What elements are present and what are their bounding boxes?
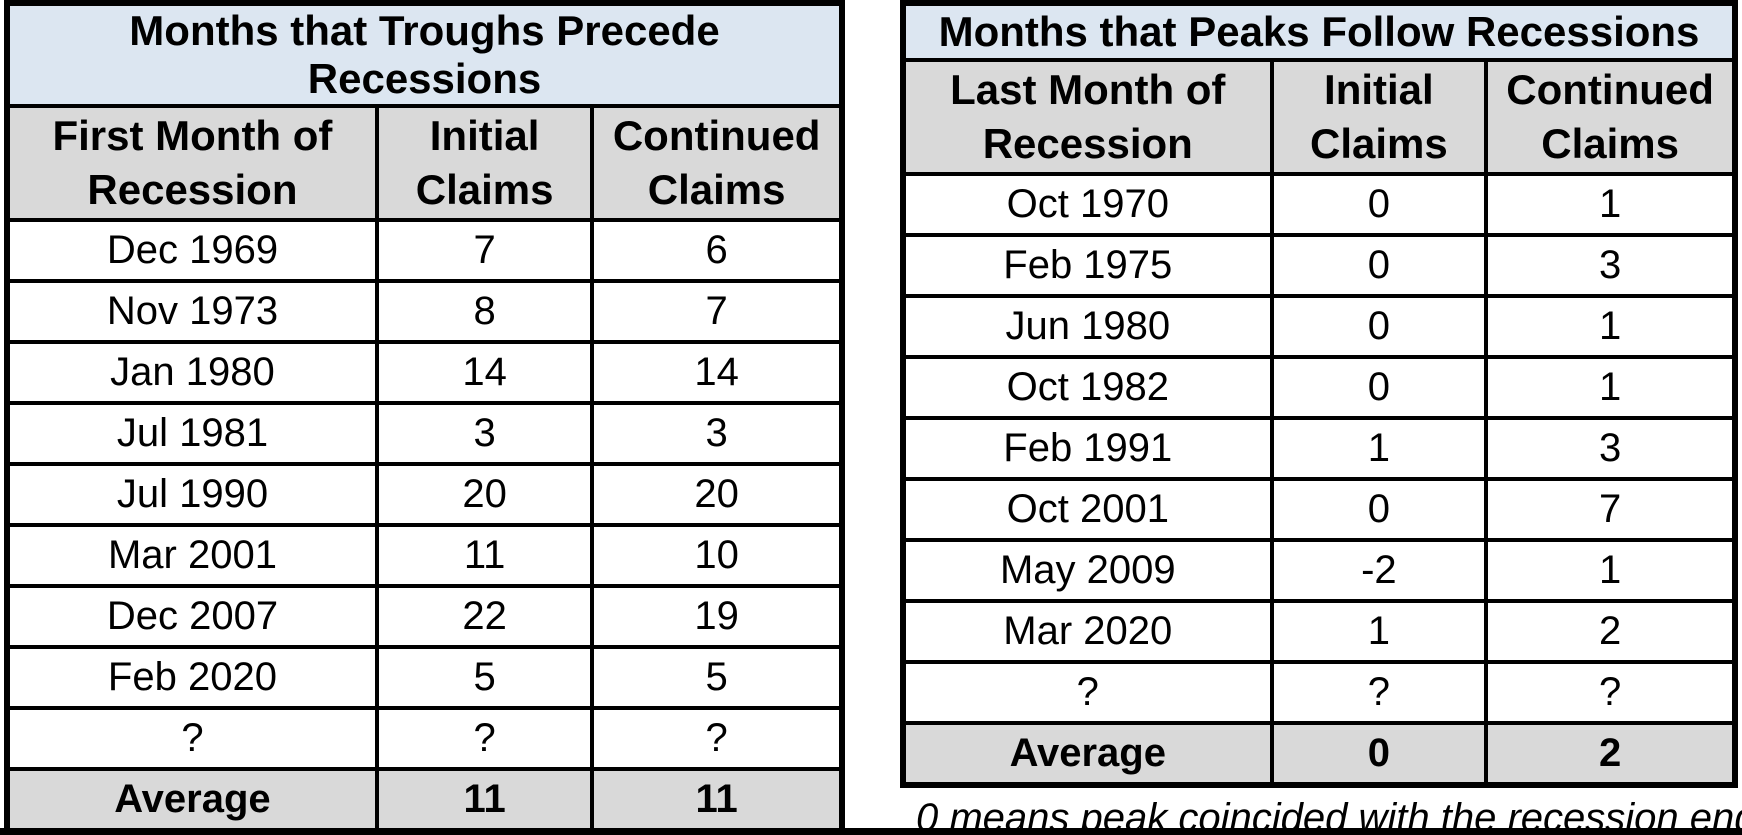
table-title: Months that Troughs Precede Recessions (5, 1, 844, 108)
troughs-table: Months that Troughs Precede Recessions F… (4, 0, 845, 834)
table-row: Dec 2007 22 19 (5, 584, 844, 649)
table-row: Oct 1982 0 1 (901, 355, 1737, 420)
month-cell: ? (901, 660, 1274, 725)
table-row: Mar 2001 11 10 (5, 523, 844, 588)
month-cell: Nov 1973 (5, 279, 379, 344)
header-row: First Month of Recession Initial Claims … (5, 104, 844, 222)
initial-claims-cell: 8 (374, 279, 595, 344)
average-label: Average (5, 767, 379, 833)
month-cell: Oct 2001 (901, 477, 1274, 542)
table-row: Jun 1980 0 1 (901, 294, 1737, 359)
table-row: Feb 1975 0 3 (901, 233, 1737, 298)
continued-claims-cell: 6 (590, 218, 844, 283)
month-cell: Mar 2001 (5, 523, 379, 588)
table-row-unknown: ? ? ? (5, 706, 844, 771)
table-row: Oct 1970 0 1 (901, 172, 1737, 237)
table-row: Jul 1981 3 3 (5, 401, 844, 466)
continued-claims-cell: 5 (590, 645, 844, 710)
month-cell: Oct 1982 (901, 355, 1274, 420)
continued-claims-cell: 1 (1484, 172, 1737, 237)
average-continued-claims: 2 (1484, 721, 1737, 787)
table-row-unknown: ? ? ? (901, 660, 1737, 725)
continued-claims-cell: 3 (1484, 233, 1737, 298)
month-cell: Feb 1991 (901, 416, 1274, 481)
average-initial-claims: 11 (374, 767, 595, 833)
month-cell: Mar 2020 (901, 599, 1274, 664)
initial-claims-cell: 1 (1269, 416, 1489, 481)
troughs-table-section: Months that Troughs Precede Recessions F… (4, 0, 845, 835)
initial-claims-cell: 5 (374, 645, 595, 710)
month-cell: Dec 1969 (5, 218, 379, 283)
continued-claims-cell: 14 (590, 340, 844, 405)
continued-claims-cell: ? (1484, 660, 1737, 725)
column-header-continued-claims: Continued Claims (590, 104, 844, 222)
table-row: May 2009 -2 1 (901, 538, 1737, 603)
table-row: Mar 2020 1 2 (901, 599, 1737, 664)
average-continued-claims: 11 (590, 767, 844, 833)
peaks-table: Months that Peaks Follow Recessions Last… (900, 0, 1738, 788)
month-cell: Feb 1975 (901, 233, 1274, 298)
month-cell: May 2009 (901, 538, 1274, 603)
column-header-continued-claims: Continued Claims (1484, 58, 1737, 176)
continued-claims-cell: 1 (1484, 538, 1737, 603)
column-header-month: Last Month of Recession (901, 58, 1274, 176)
initial-claims-cell: 1 (1269, 599, 1489, 664)
continued-claims-cell: 3 (1484, 416, 1737, 481)
month-cell: Jul 1981 (5, 401, 379, 466)
month-cell: Jul 1990 (5, 462, 379, 527)
month-cell: Jan 1980 (5, 340, 379, 405)
average-label: Average (901, 721, 1274, 787)
initial-claims-cell: 0 (1269, 477, 1489, 542)
initial-claims-cell: 14 (374, 340, 595, 405)
continued-claims-cell: 3 (590, 401, 844, 466)
initial-claims-cell: 3 (374, 401, 595, 466)
peaks-table-section: Months that Peaks Follow Recessions Last… (900, 0, 1742, 835)
header-row: Last Month of Recession Initial Claims C… (901, 58, 1737, 176)
initial-claims-cell: 22 (374, 584, 595, 649)
continued-claims-cell: 20 (590, 462, 844, 527)
continued-claims-cell: 1 (1484, 294, 1737, 359)
average-row: Average 0 2 (901, 721, 1737, 787)
month-cell: Oct 1970 (901, 172, 1274, 237)
table-row: Dec 1969 7 6 (5, 218, 844, 283)
month-cell: ? (5, 706, 379, 771)
average-row: Average 11 11 (5, 767, 844, 833)
initial-claims-cell: ? (374, 706, 595, 771)
initial-claims-cell: 0 (1269, 355, 1489, 420)
initial-claims-cell: 20 (374, 462, 595, 527)
table-row: Jan 1980 14 14 (5, 340, 844, 405)
initial-claims-cell: 11 (374, 523, 595, 588)
continued-claims-cell: 1 (1484, 355, 1737, 420)
column-header-month: First Month of Recession (5, 104, 379, 222)
continued-claims-cell: 19 (590, 584, 844, 649)
continued-claims-cell: 7 (590, 279, 844, 344)
average-initial-claims: 0 (1269, 721, 1489, 787)
table-row: Feb 2020 5 5 (5, 645, 844, 710)
table-row: Feb 1991 1 3 (901, 416, 1737, 481)
table-row: Jul 1990 20 20 (5, 462, 844, 527)
initial-claims-cell: ? (1269, 660, 1489, 725)
column-header-initial-claims: Initial Claims (374, 104, 595, 222)
initial-claims-cell: 0 (1269, 294, 1489, 359)
table-title-row: Months that Peaks Follow Recessions (901, 1, 1737, 62)
initial-claims-cell: -2 (1269, 538, 1489, 603)
initial-claims-cell: 0 (1269, 233, 1489, 298)
continued-claims-cell: ? (590, 706, 844, 771)
month-cell: Jun 1980 (901, 294, 1274, 359)
continued-claims-cell: 10 (590, 523, 844, 588)
bottom-border-bar (0, 828, 1742, 835)
continued-claims-cell: 7 (1484, 477, 1737, 542)
table-title-row: Months that Troughs Precede Recessions (5, 1, 844, 108)
month-cell: Dec 2007 (5, 584, 379, 649)
month-cell: Feb 2020 (5, 645, 379, 710)
table-title: Months that Peaks Follow Recessions (901, 1, 1737, 62)
initial-claims-cell: 0 (1269, 172, 1489, 237)
column-header-initial-claims: Initial Claims (1269, 58, 1489, 176)
continued-claims-cell: 2 (1484, 599, 1737, 664)
table-row: Oct 2001 0 7 (901, 477, 1737, 542)
table-row: Nov 1973 8 7 (5, 279, 844, 344)
initial-claims-cell: 7 (374, 218, 595, 283)
